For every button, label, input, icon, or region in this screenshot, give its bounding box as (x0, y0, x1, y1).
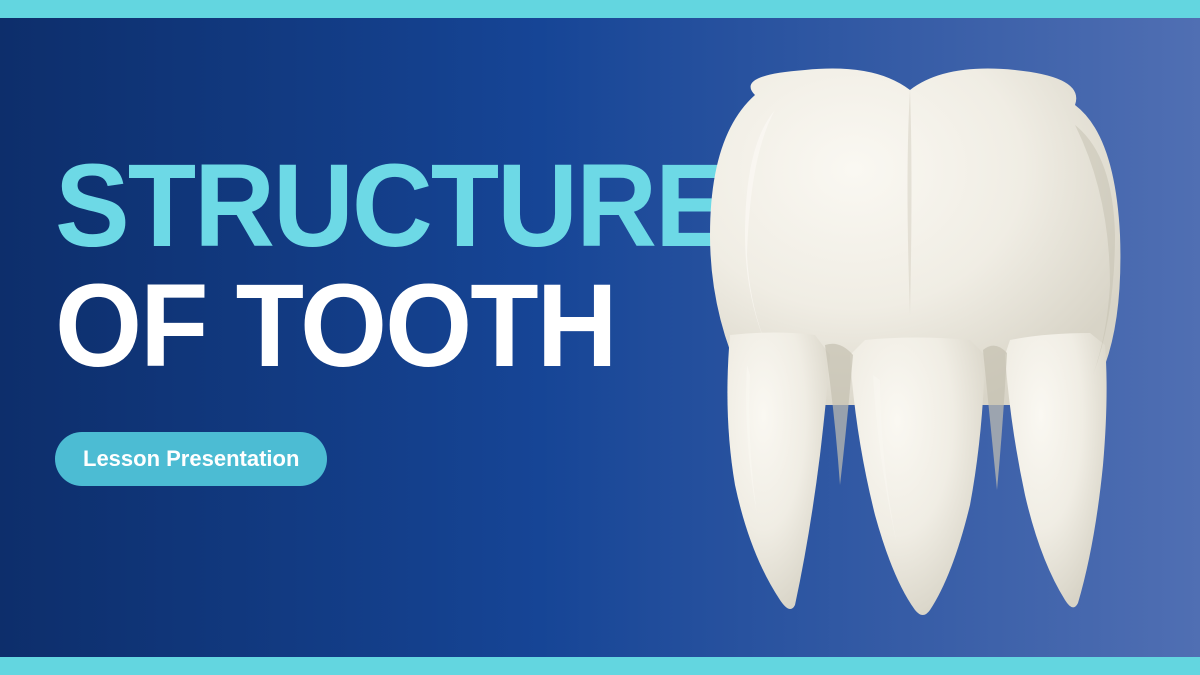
title-line-1: STRUCTURE (55, 147, 728, 265)
top-border (0, 0, 1200, 18)
text-content: STRUCTURE OF TOOTH Lesson Presentation (55, 150, 728, 486)
bottom-border (0, 657, 1200, 675)
title-line-2: OF TOOTH (55, 267, 728, 385)
tooth-illustration (675, 55, 1155, 625)
tooth-root-left (727, 333, 830, 610)
tooth-root-right (1005, 333, 1107, 607)
presentation-slide: STRUCTURE OF TOOTH Lesson Presentation (0, 0, 1200, 675)
root-shadow-1 (825, 344, 853, 485)
tooth-root-middle (850, 338, 985, 616)
root-shadow-2 (983, 346, 1007, 490)
subtitle-badge: Lesson Presentation (55, 432, 327, 486)
